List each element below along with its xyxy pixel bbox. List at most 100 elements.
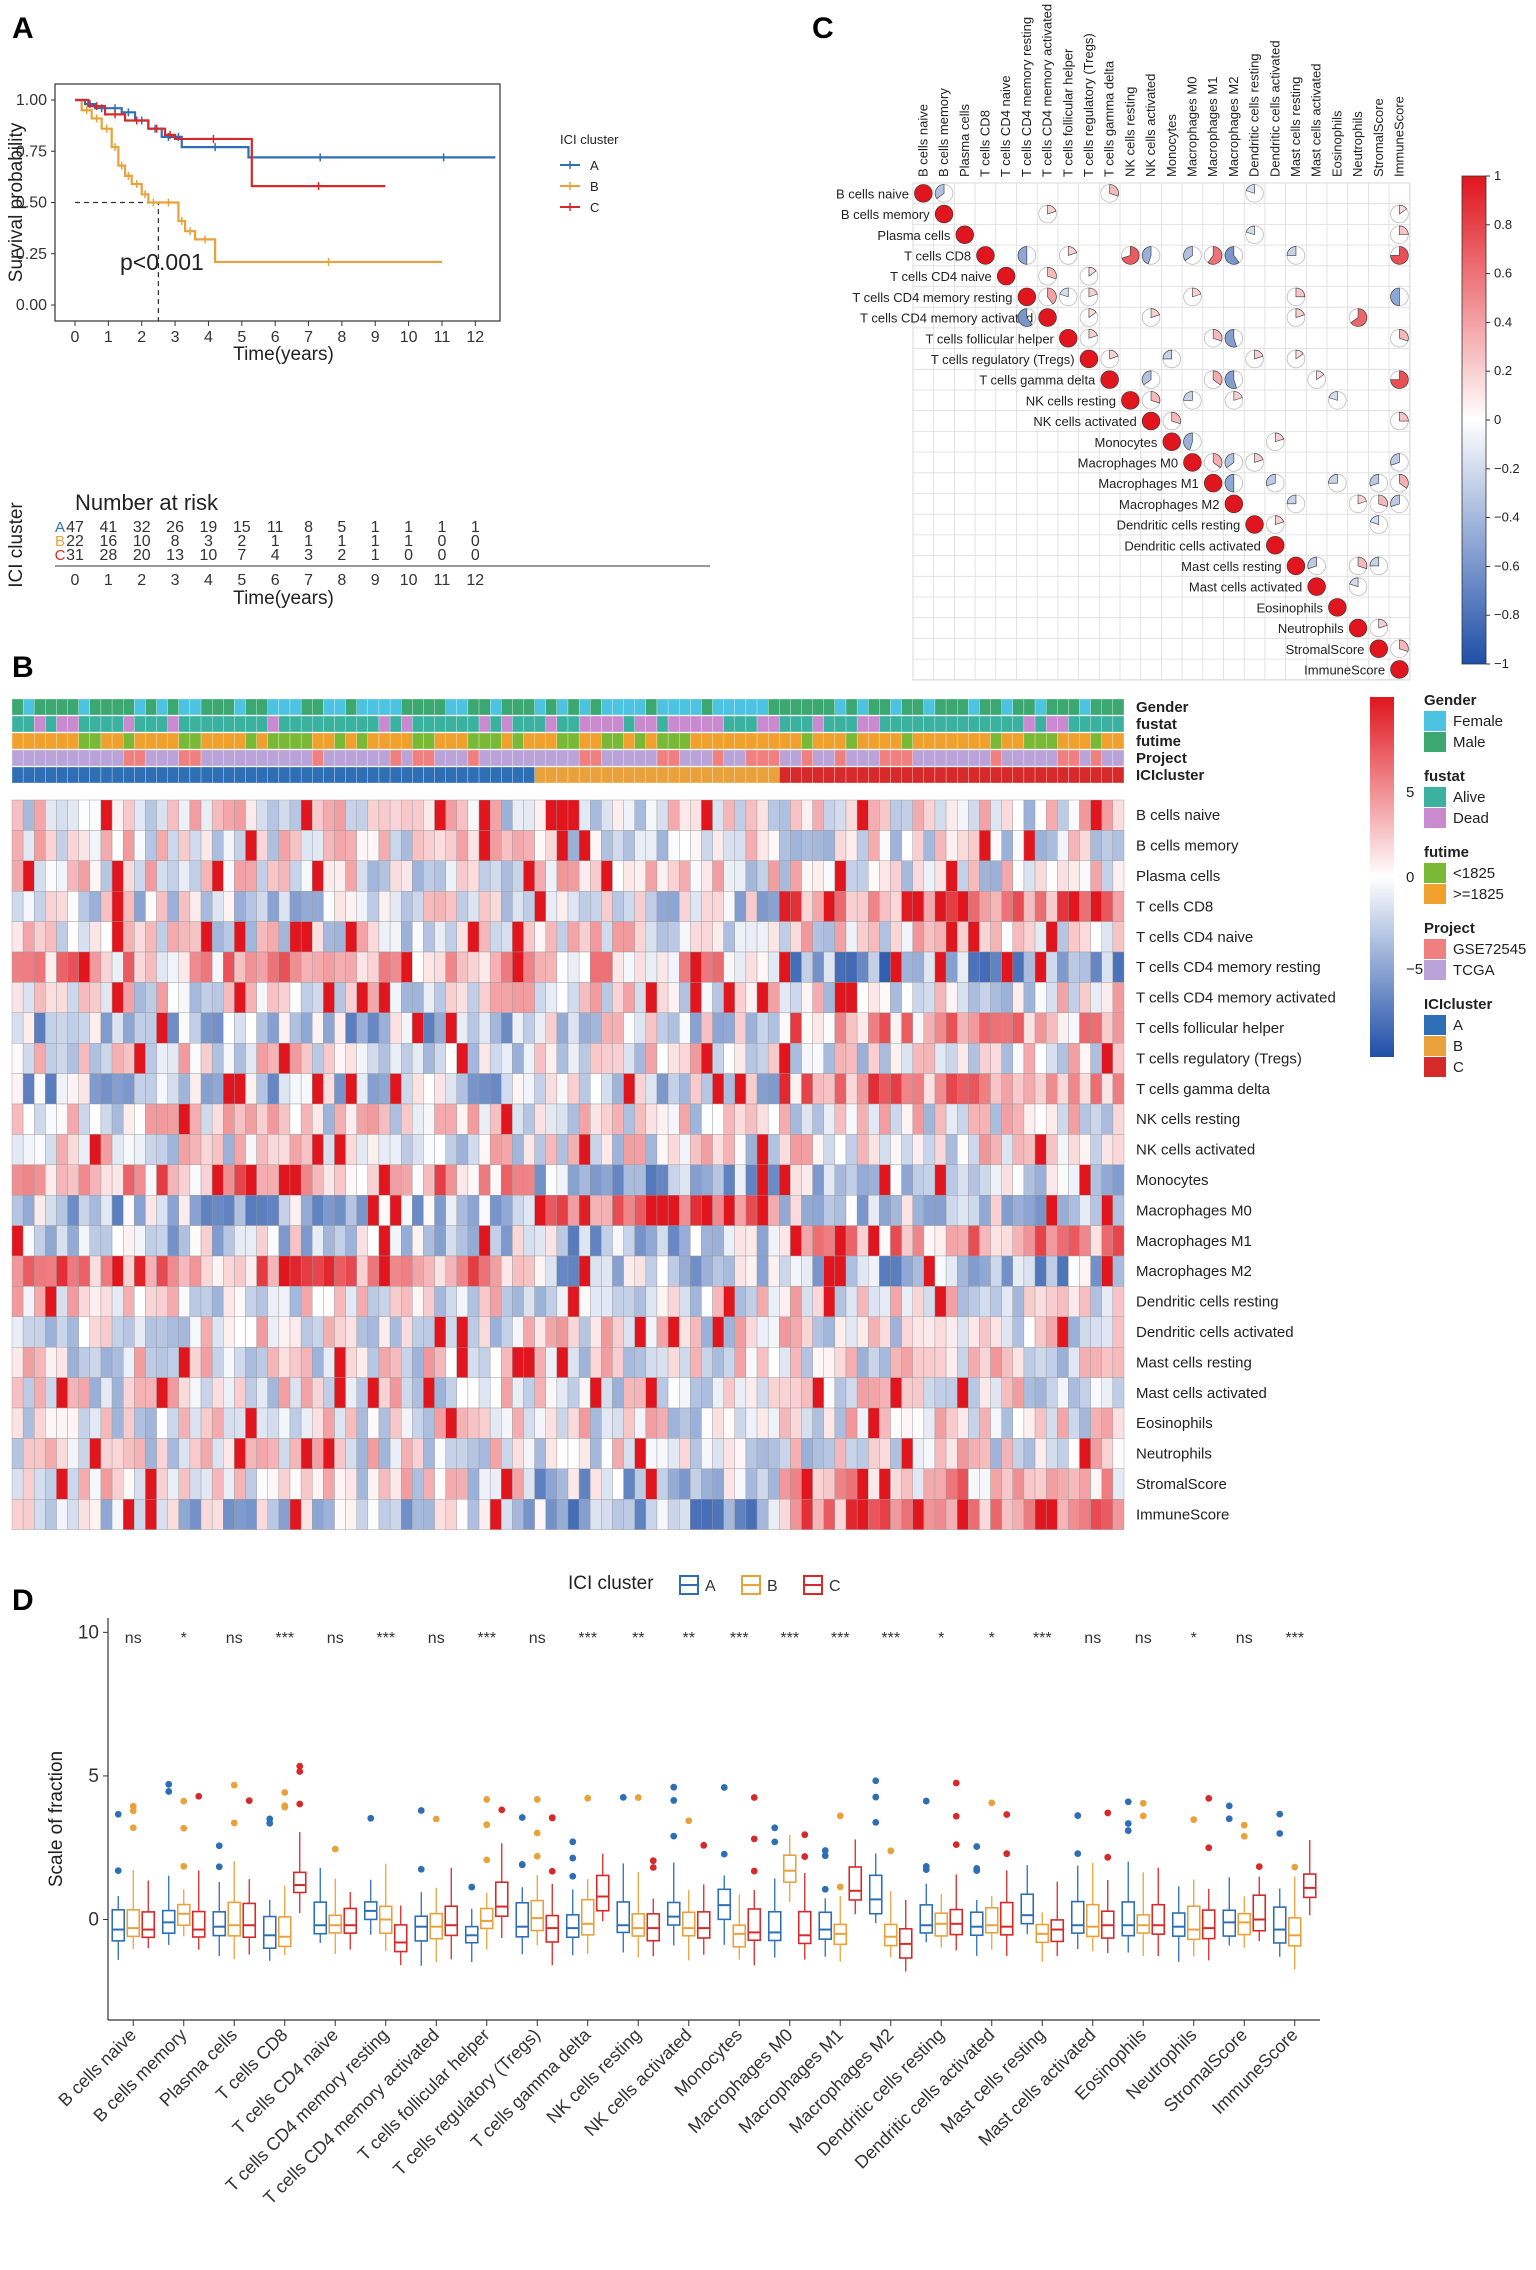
heatmap-cell xyxy=(367,982,380,1014)
annotation-cell xyxy=(812,715,824,733)
annotation-cell xyxy=(412,732,424,750)
heatmap-cell xyxy=(289,1225,302,1257)
heatmap-cell xyxy=(245,1012,257,1044)
heatmap-cell xyxy=(790,921,802,953)
heatmap-cell xyxy=(367,1194,380,1226)
heatmap-cell xyxy=(11,1498,24,1530)
diagonal-pie xyxy=(1059,329,1078,348)
heatmap-cell xyxy=(679,1103,691,1135)
heatmap-cell xyxy=(1112,1286,1125,1318)
outlier-point xyxy=(1124,1820,1132,1827)
correlation-pie xyxy=(1369,473,1380,487)
row-label: Macrophages M2 xyxy=(1119,497,1219,512)
heatmap-cell xyxy=(22,1438,35,1470)
significance-label: ** xyxy=(632,1630,644,1647)
heatmap-cell xyxy=(367,951,380,983)
heatmap-cell xyxy=(211,1103,224,1135)
correlation-pie xyxy=(1150,308,1160,318)
heatmap-cell xyxy=(11,1438,24,1470)
annotation-cell xyxy=(490,732,502,750)
legend-swatch xyxy=(1424,1036,1446,1056)
heatmap-cell xyxy=(489,1468,502,1500)
heatmap-cell xyxy=(167,1468,179,1500)
heatmap-cell xyxy=(790,860,802,892)
annotation-cell xyxy=(523,715,535,733)
heatmap-cell xyxy=(523,1073,535,1105)
annotation-cell xyxy=(834,749,847,767)
heatmap-cell xyxy=(401,1073,413,1105)
heatmap-cell xyxy=(612,1103,624,1135)
annotation-cell xyxy=(123,715,135,733)
annotation-cell xyxy=(879,732,891,750)
heatmap-row-label: T cells follicular helper xyxy=(1136,1020,1284,1037)
annotation-cell xyxy=(1112,715,1125,733)
heatmap-cell xyxy=(923,1194,936,1226)
heatmap-cell xyxy=(89,1255,102,1287)
heatmap-cell xyxy=(11,1255,24,1287)
heatmap-cell xyxy=(211,1194,224,1226)
diagonal-pie xyxy=(1141,411,1161,431)
heatmap-cell xyxy=(534,799,546,831)
annotation-cell xyxy=(868,698,880,716)
annotation-cell xyxy=(634,749,646,767)
heatmap-cell xyxy=(89,860,102,892)
annotation-cell xyxy=(423,698,435,716)
annotation-cell xyxy=(612,715,624,733)
heatmap-cell xyxy=(590,1407,602,1439)
heatmap-cell xyxy=(267,1042,280,1074)
annotation-cell xyxy=(856,698,869,716)
heatmap-cell xyxy=(612,1134,624,1166)
heatmap-cell xyxy=(578,799,591,831)
annotation-cell xyxy=(979,698,991,716)
heatmap-cell xyxy=(78,1103,91,1135)
heatmap-cell xyxy=(1023,1377,1036,1409)
heatmap-cell xyxy=(412,1073,424,1105)
annotation-cell xyxy=(56,766,68,784)
heatmap-cell xyxy=(745,830,758,862)
heatmap-cell xyxy=(167,1194,179,1226)
heatmap-cell xyxy=(434,799,446,831)
heatmap-cell xyxy=(834,830,847,862)
heatmap-cell xyxy=(178,951,191,983)
panel-letter-a: A xyxy=(12,12,34,45)
heatmap-cell xyxy=(1001,921,1013,953)
heatmap-cell xyxy=(489,1498,502,1530)
heatmap-cell xyxy=(56,982,68,1014)
annotation-cell xyxy=(1079,749,1091,767)
heatmap-cell xyxy=(167,982,179,1014)
heatmap-cell xyxy=(801,1438,813,1470)
heatmap-cell xyxy=(367,1498,380,1530)
outlier-point xyxy=(720,1784,728,1791)
risk-cell: 1 xyxy=(304,533,313,550)
heatmap-cell xyxy=(901,1498,913,1530)
annotation-cell xyxy=(334,749,346,767)
heatmap-cell xyxy=(601,982,613,1014)
heatmap-cell xyxy=(745,1468,758,1500)
heatmap-cell xyxy=(957,951,969,983)
heatmap-cell xyxy=(256,951,268,983)
heatmap-cell xyxy=(901,1438,913,1470)
annotation-cell xyxy=(312,698,324,716)
heatmap-cell xyxy=(445,982,457,1014)
heatmap-cell xyxy=(1068,799,1080,831)
heatmap-cell xyxy=(1023,1498,1036,1530)
annotation-cell xyxy=(256,749,268,767)
heatmap-cell xyxy=(845,1316,858,1348)
box-c xyxy=(292,1871,307,1894)
heatmap-cell xyxy=(334,860,346,892)
annotation-cell xyxy=(456,732,469,750)
heatmap-cell xyxy=(467,1286,480,1318)
heatmap-cell xyxy=(790,1194,802,1226)
heatmap-cell xyxy=(11,982,24,1014)
heatmap-cell xyxy=(289,1194,302,1226)
heatmap-cell xyxy=(923,1225,936,1257)
heatmap-cell xyxy=(712,1255,724,1287)
heatmap-cell xyxy=(434,1164,446,1196)
heatmap-cell xyxy=(1068,1225,1080,1257)
heatmap-cell xyxy=(345,1377,357,1409)
column-label: T cells CD4 memory resting xyxy=(1019,17,1034,177)
heatmap-cell xyxy=(389,1468,402,1500)
heatmap-cell xyxy=(590,1073,602,1105)
heatmap-cell xyxy=(790,1103,802,1135)
diagonal-pie xyxy=(1348,618,1368,638)
